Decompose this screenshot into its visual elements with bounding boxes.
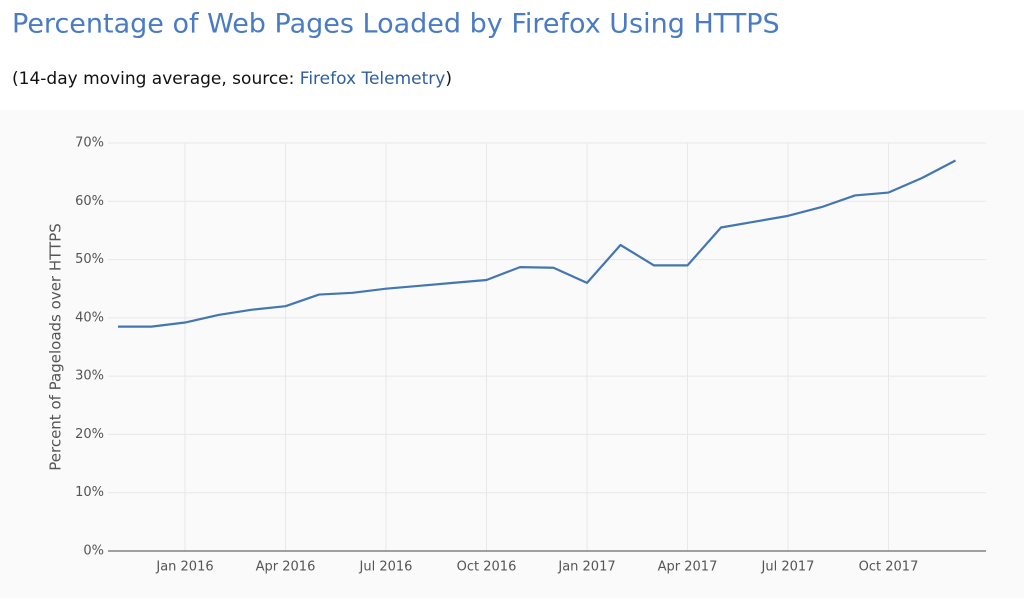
subtitle-text: ) [445,69,452,89]
y-axis-title: Percent of Pageloads over HTTPS [47,223,65,471]
y-tick-label: 30% [75,369,104,384]
chart-panel [0,110,1024,598]
x-tick-label: Jul 2016 [359,560,413,575]
data-line [118,159,957,328]
x-tick-label: Oct 2016 [457,560,517,575]
y-tick-label: 10% [75,485,104,500]
y-tick-label: 0% [83,544,104,559]
y-tick-label: 20% [75,427,104,442]
y-tick-label: 40% [75,310,104,325]
x-tick-label: Jan 2017 [557,560,615,575]
chart-title: Percentage of Web Pages Loaded by Firefo… [12,9,780,40]
x-tick-label: Apr 2017 [658,560,718,575]
x-tick-label: Jul 2017 [761,560,815,575]
x-tick-label: Apr 2016 [256,560,316,575]
y-tick-label: 70% [75,136,104,151]
source-link[interactable]: Firefox Telemetry [300,69,446,89]
x-tick-label: Jan 2016 [155,560,213,575]
chart-subtitle: (14-day moving average, source: Firefox … [12,69,452,89]
subtitle-text: (14-day moving average, source: [12,69,300,89]
y-tick-label: 50% [75,252,104,267]
x-tick-label: Oct 2017 [859,560,919,575]
y-tick-label: 60% [75,194,104,209]
